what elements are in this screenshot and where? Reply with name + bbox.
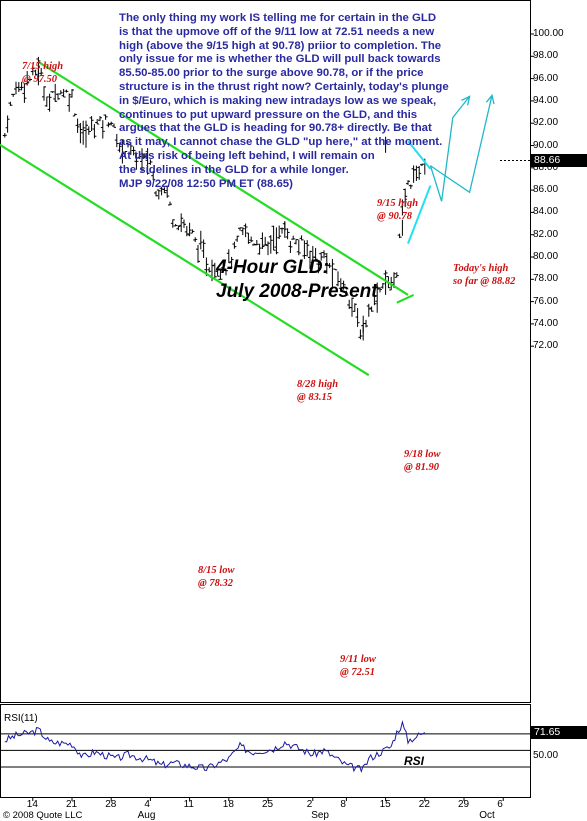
y-tick-label: 94.00 (533, 94, 559, 106)
x-month-label: Aug (137, 810, 156, 821)
annotation-line: @ 90.78 (377, 210, 412, 222)
annotation-aug15-low: 8/15 low @ 78.32 (198, 565, 234, 590)
commentary-line: only issue for me is whether the GLD wil… (119, 53, 441, 66)
annotation-line: @ 83.15 (297, 391, 332, 403)
y-tick-label: 92.00 (533, 117, 559, 129)
projection-arrowhead (485, 93, 495, 105)
commentary-line: is that the upmove off of the 9/11 low a… (119, 25, 435, 38)
annotation-line: 9/15 high (377, 198, 419, 209)
x-tick-label: 11 (183, 799, 194, 810)
rsi-tag: RSI (404, 754, 425, 768)
title-line-2: July 2008-Present (216, 281, 378, 302)
x-month-label: Sep (311, 810, 329, 821)
annotation-line: 7/15 high (22, 61, 64, 72)
commentary-line: the sidelines in the GLD for a while lon… (119, 163, 349, 176)
annotation-line: @ 78.32 (198, 577, 233, 589)
annotation-sep15-high: 9/15 high @ 90.78 (377, 198, 418, 223)
y-tick-label: 86.00 (533, 184, 559, 196)
commentary-line: argues that the GLD is heading for 90.78… (119, 122, 432, 135)
annotation-today-high: Today's high so far @ 88.82 (453, 263, 515, 288)
x-tick-label: 25 (262, 799, 274, 810)
y-tick-label: 76.00 (533, 295, 559, 307)
commentary-line: The only thing my work IS telling me for… (119, 12, 437, 24)
trendline-triangle-upper (407, 140, 432, 170)
chart-frame (0, 0, 531, 798)
trendline-channel-upper (37, 60, 409, 296)
price-panel-border (0, 0, 531, 703)
projection-arrowhead (461, 95, 471, 106)
copyright: © 2008 Quote LLC (3, 810, 83, 821)
x-tick-label: 21 (66, 799, 78, 810)
last-price-badge: 88.66 (531, 153, 587, 167)
commentary-line: in $/Euro, which is making new intradays… (119, 94, 437, 107)
y-tick-label: 90.00 (533, 139, 559, 151)
y-gridlines (32, 33, 534, 801)
commentary-line: continues to put upward pressure on the … (119, 108, 418, 121)
annotation-sep11-low: 9/11 low @ 72.51 (340, 654, 376, 679)
annotation-line: @ 81.90 (404, 461, 439, 473)
y-tick-label: 84.00 (533, 206, 559, 218)
x-tick-label: 15 (379, 799, 391, 810)
rsi-panel-border (0, 704, 531, 798)
x-tick-label: 8 (340, 799, 346, 810)
y-tick-label: 72.00 (533, 340, 559, 352)
y-tick-label: 96.00 (533, 72, 559, 84)
commentary-line: as it may, I cannot chase the GLD "up he… (119, 136, 443, 149)
x-tick-label: 14 (26, 799, 38, 810)
annotation-line: 9/11 low (340, 654, 376, 665)
trendline-channel-lower (0, 143, 370, 377)
trendline-triangle-lower (407, 185, 432, 244)
annotation-line: Today's high (453, 263, 509, 274)
projection-path (430, 95, 493, 194)
commentary-line: MJP 9/22/08 12:50 PM ET (88.65) (119, 177, 293, 190)
x-tick-label: 22 (418, 799, 430, 810)
commentary-line: At this risk of being left behind, I wil… (119, 149, 375, 162)
commentary-line: high (above the 9/15 high at 90.78) prii… (119, 39, 442, 52)
price-bars (2, 56, 426, 341)
annotation-jul15-high: 7/15 high @ 97.50 (22, 61, 63, 86)
commentary-line: 85.50-85.00 prior to the surge above 90.… (119, 67, 424, 80)
x-tick-label: 2 (306, 799, 313, 810)
y-tick-label: 88.00 (533, 161, 559, 173)
x-tick-label: 28 (105, 799, 117, 810)
annotation-line: @ 72.51 (340, 666, 375, 678)
x-tick-label: 6 (497, 799, 503, 810)
y-tick-label: 82.00 (533, 228, 559, 240)
annotation-aug28-high: 8/28 high @ 83.15 (297, 379, 338, 404)
rsi-panel (0, 720, 530, 773)
rsi-value-badge: 71.65 (531, 725, 587, 739)
x-tick-label: 29 (458, 799, 470, 810)
y-tick-label: 78.00 (533, 273, 559, 285)
commentary-line: structure is in the thrust right now? Ce… (119, 80, 449, 93)
rsi-tick-50: 50.00 (533, 750, 559, 761)
trend-overlays (0, 60, 530, 377)
x-month-label: Oct (479, 810, 495, 821)
rsi-line (4, 720, 426, 773)
projection-path (429, 95, 471, 202)
annotation-sep18-low: 9/18 low @ 81.90 (404, 449, 440, 474)
y-tick-label: 74.00 (533, 317, 559, 329)
x-tick-label: 4 (144, 799, 150, 810)
trendline-consolidation (396, 294, 415, 304)
y-tick-label: 98.00 (533, 50, 559, 62)
commentary: The only thing my work IS telling me for… (119, 12, 464, 191)
annotation-line: 9/18 low (404, 449, 441, 460)
rsi-label: RSI(11) (4, 713, 38, 724)
annotation-line: 8/15 low (198, 565, 235, 576)
x-tick-label: 18 (222, 799, 234, 810)
title-line-1: 4-Hour GLD: (216, 257, 329, 278)
y-tick-label: 100.00 (533, 28, 564, 39)
chart-title: 4-Hour GLD: July 2008-Present (216, 256, 378, 304)
y-tick-label: 80.00 (533, 251, 559, 262)
annotation-line: so far @ 88.82 (453, 275, 516, 287)
annotation-line: 8/28 high (297, 379, 339, 390)
annotation-line: @ 97.50 (22, 73, 57, 85)
